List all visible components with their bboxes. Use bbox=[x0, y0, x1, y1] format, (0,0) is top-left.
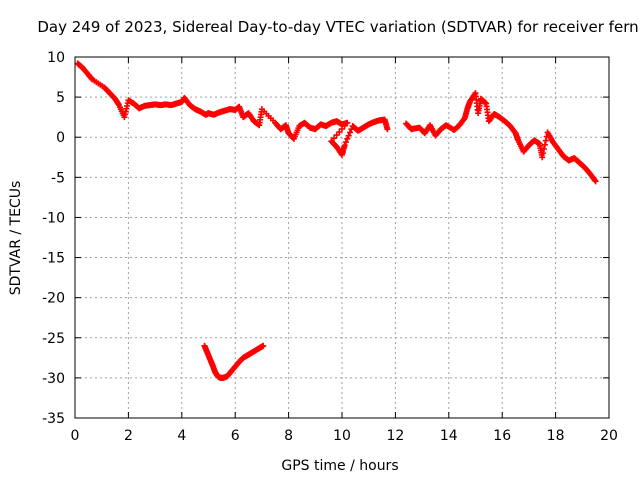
series-sdtvar bbox=[74, 60, 599, 185]
data-point bbox=[260, 342, 267, 349]
y-axis-title: SDTVAR / TECUs bbox=[8, 181, 24, 296]
data-point bbox=[384, 126, 391, 133]
data-markers bbox=[74, 60, 599, 381]
data-point bbox=[541, 141, 548, 148]
x-tick-label: 10 bbox=[333, 428, 351, 444]
y-tick-label: -25 bbox=[42, 331, 65, 347]
x-tick-label: 4 bbox=[177, 428, 186, 444]
y-tick-label: -20 bbox=[42, 291, 65, 307]
x-tick-label: 2 bbox=[124, 428, 133, 444]
x-axis-title: GPS time / hours bbox=[281, 458, 398, 474]
data-point bbox=[333, 132, 340, 139]
y-tick-label: 5 bbox=[56, 90, 65, 106]
y-tick-label: -35 bbox=[42, 411, 65, 427]
data-point bbox=[542, 137, 549, 144]
chart-title: Day 249 of 2023, Sidereal Day-to-day VTE… bbox=[37, 18, 638, 36]
data-point bbox=[341, 122, 348, 129]
grid bbox=[75, 57, 609, 418]
data-point bbox=[592, 178, 599, 185]
x-tick-labels: 0 2 4 6 8 10 12 14 16 18 20 bbox=[71, 428, 618, 444]
x-tick-label: 8 bbox=[284, 428, 293, 444]
x-tick-label: 0 bbox=[71, 428, 80, 444]
data-point bbox=[347, 129, 354, 136]
data-point bbox=[482, 99, 489, 106]
y-tick-label: -30 bbox=[42, 371, 65, 387]
series-sdtvar-low-arc bbox=[201, 342, 267, 381]
x-tick-label: 12 bbox=[386, 428, 404, 444]
data-point bbox=[343, 139, 350, 146]
y-tick-labels: 10 5 0 -5 -10 -15 -20 -25 -30 -35 bbox=[42, 50, 65, 427]
data-point bbox=[339, 125, 345, 132]
data-point bbox=[341, 142, 348, 149]
x-tick-label: 20 bbox=[600, 428, 618, 444]
y-tick-label: -15 bbox=[42, 251, 65, 267]
y-tick-label: 10 bbox=[47, 50, 65, 66]
y-tick-label: -10 bbox=[42, 210, 65, 226]
data-point bbox=[344, 119, 351, 126]
x-tick-label: 16 bbox=[493, 428, 511, 444]
data-point bbox=[541, 145, 548, 152]
data-point bbox=[539, 154, 546, 161]
y-tick-label: -5 bbox=[51, 170, 65, 186]
x-tick-label: 14 bbox=[440, 428, 458, 444]
y-tick-label: 0 bbox=[56, 130, 65, 146]
x-tick-label: 18 bbox=[547, 428, 565, 444]
data-point bbox=[336, 129, 343, 136]
plot-frame bbox=[74, 56, 610, 419]
x-tick-label: 6 bbox=[231, 428, 240, 444]
data-point bbox=[540, 150, 547, 157]
data-point bbox=[345, 132, 352, 139]
data-point bbox=[330, 135, 337, 142]
data-point bbox=[344, 135, 351, 142]
